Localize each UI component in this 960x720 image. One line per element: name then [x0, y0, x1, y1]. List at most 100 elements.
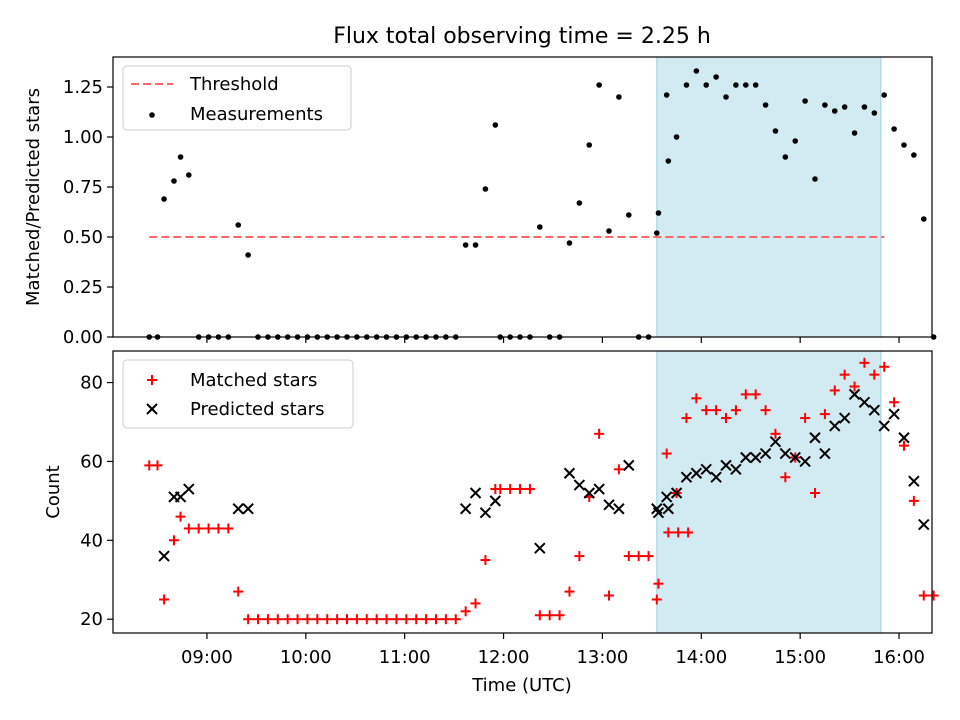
predicted-star-point: [858, 396, 871, 408]
matched-star-point: [152, 460, 163, 471]
measurement-point: [752, 82, 759, 88]
predicted-star-point: [898, 432, 910, 444]
matched-star-point: [691, 393, 702, 404]
predicted-star-point: [583, 487, 595, 499]
predicted-star-point-b: [898, 432, 910, 444]
predicted-star-point-b: [858, 396, 871, 408]
measurement-point: [537, 224, 543, 230]
measurement-point: [812, 176, 818, 182]
matched-star-point: [839, 369, 850, 380]
matched-star-point: [711, 405, 722, 416]
predicted-stars-legend-label: Predicted stars: [190, 399, 324, 420]
matched-star-point: [470, 598, 481, 609]
matched-star-point: [928, 590, 939, 601]
bottom-y-tick-label: 20: [80, 609, 103, 630]
measurement-point: [792, 138, 799, 144]
predicted-star-point: [829, 420, 841, 432]
measurements-legend-label: Measurements: [190, 104, 323, 125]
predicted-star-point: [613, 503, 625, 515]
measurement-point: [891, 126, 897, 132]
matched-star-point: [411, 614, 422, 625]
top-legend: Threshold Measurements: [122, 65, 352, 131]
measurement-point: [606, 228, 612, 234]
measurement-point: [177, 154, 184, 160]
predicted-star-point-b: [660, 491, 673, 503]
predicted-star-point: [749, 451, 762, 464]
predicted-star-point-b: [613, 503, 625, 515]
predicted-star-point-b: [232, 503, 244, 515]
predicted-stars-series: [158, 388, 930, 562]
measurement-point: [920, 216, 927, 222]
bottom-x-tick-label: 12:00: [478, 647, 530, 668]
predicted-star-point-b: [868, 404, 881, 416]
matched-star-point: [460, 606, 471, 617]
matched-star-point: [683, 527, 694, 538]
measurement-point: [673, 134, 680, 140]
matched-star-point: [430, 614, 441, 625]
matched-star-point: [623, 551, 634, 562]
predicted-star-point: [459, 503, 472, 515]
bottom-x-axis-label: Time (UTC): [471, 675, 572, 696]
matched-star-point: [505, 484, 516, 495]
matched-star-point: [524, 484, 535, 495]
matched-star-point: [770, 428, 781, 439]
measurement-point: [683, 82, 690, 88]
measurement-point: [841, 104, 848, 110]
matched-star-point: [869, 369, 880, 380]
matched-star-point: [633, 551, 644, 562]
matched-star-point: [750, 389, 761, 400]
measurement-point: [851, 130, 858, 136]
top-y-axis-label: Matched/Predicted stars: [23, 88, 44, 306]
measurement-point: [723, 94, 729, 100]
matched-stars-legend-swatch: [147, 375, 157, 385]
predicted-star-point-b: [749, 451, 762, 464]
predicted-stars-legend-swatch: [146, 403, 158, 415]
matched-stars-series: [144, 357, 939, 625]
matched-star-point: [361, 614, 372, 625]
matched-star-point: [401, 614, 412, 625]
predicted-star-point-b: [680, 471, 693, 483]
threshold-legend-label: Threshold: [189, 74, 279, 95]
bottom-legend: Matched stars Predicted stars: [122, 359, 354, 429]
measurement-point: [186, 172, 192, 178]
bottom-x-tick-label: 13:00: [576, 647, 628, 668]
measurement-point: [482, 186, 489, 192]
measurement-point: [663, 92, 670, 98]
measurement-point: [654, 230, 660, 236]
predicted-star-point: [848, 388, 861, 401]
matched-star-point: [450, 614, 461, 625]
matched-star-point: [342, 614, 352, 625]
bottom-x-tick-label: 15:00: [774, 647, 826, 668]
matched-star-point: [233, 586, 244, 597]
matched-star-point: [391, 614, 402, 625]
bottom-x-tick-label: 09:00: [181, 647, 233, 668]
bottom-y-tick-label: 60: [80, 451, 103, 472]
matched-star-point: [564, 586, 575, 597]
measurement-point: [586, 142, 593, 148]
measurement-point: [762, 102, 769, 108]
predicted-star-point-b: [799, 455, 811, 468]
predicted-star-point: [740, 451, 752, 464]
measurement-point: [576, 200, 583, 206]
matched-star-point: [898, 440, 909, 451]
predicted-legend-marker-b: [146, 403, 158, 415]
predicted-star-point-b: [730, 463, 742, 476]
predicted-star-point-b: [740, 451, 752, 464]
measurement-point: [822, 102, 828, 108]
measurement-point: [733, 82, 739, 88]
predicted-star-point: [878, 420, 890, 432]
bottom-x-axis: 09:00 10:00 11:00 12:00 13:00 14:00 15:00 16:00: [181, 633, 925, 668]
measurement-point: [871, 110, 878, 116]
top-y-tick-label: 0.75: [63, 177, 103, 198]
predicted-star-point-b: [573, 479, 586, 491]
measurement-point: [566, 240, 573, 246]
measurement-point: [492, 122, 499, 128]
predicted-star-point: [809, 432, 821, 444]
matched-star-point: [495, 484, 506, 495]
measurement-point: [655, 210, 662, 216]
matched-star-point: [322, 614, 333, 625]
matched-star-point: [760, 405, 771, 416]
predicted-star-point: [710, 471, 722, 483]
predicted-star-point-b: [670, 487, 683, 499]
measurement-point: [245, 252, 251, 258]
